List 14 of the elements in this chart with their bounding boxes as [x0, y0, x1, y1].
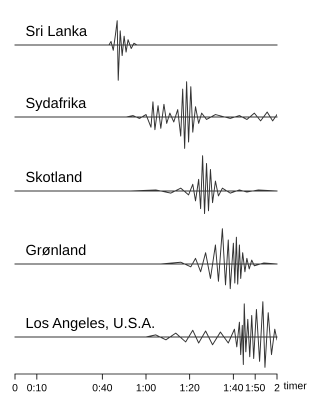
x-tick-label: 0:40: [92, 384, 112, 392]
chart-title: Sri Lanka: [26, 25, 88, 36]
text: Grønland: [26, 244, 86, 256]
text: Skotland: [26, 171, 82, 182]
text: Los Angeles, U.S.A.: [26, 317, 154, 331]
x-tick-label: 0: [12, 384, 18, 392]
x-tick-label: 1:20: [180, 384, 200, 392]
x-axis-title: timer: [284, 382, 307, 390]
x-tick-label: 1:00: [136, 384, 156, 392]
x-tick-label: 2: [274, 384, 280, 392]
x-tick-label: 1:40: [224, 384, 244, 392]
x-tick-label: 1:50: [246, 384, 265, 392]
text: Sydafrika: [26, 97, 86, 111]
x-tick-label: 0:10: [27, 384, 47, 392]
